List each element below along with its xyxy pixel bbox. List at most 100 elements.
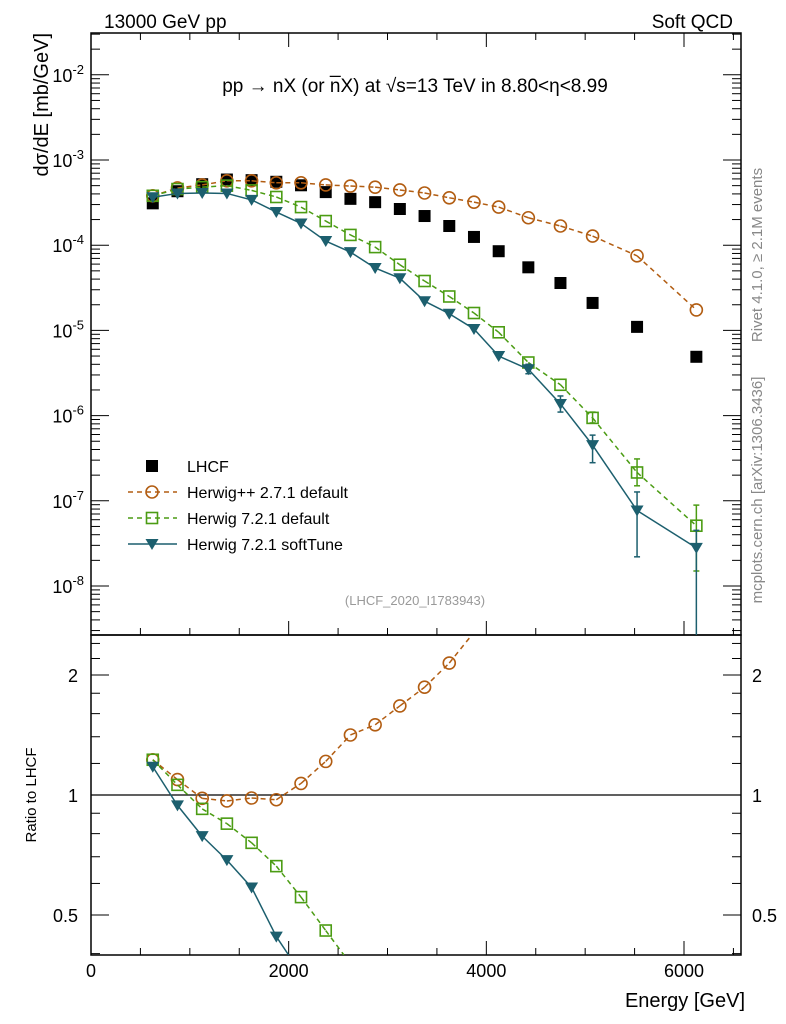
ratio-y-tick-label-right: 1 — [752, 786, 762, 806]
rivet-info: Rivet 4.1.0, ≥ 2.1M events — [749, 168, 766, 342]
data-point — [521, 364, 535, 376]
x-tick-label: 2000 — [269, 961, 309, 981]
ratio-line — [448, 635, 473, 664]
ratio-line — [275, 936, 290, 955]
data-point — [393, 273, 407, 285]
data-point — [467, 230, 480, 243]
ratio-series-herwig-2-7-1-default — [145, 635, 473, 808]
data-point — [586, 411, 599, 425]
ratio-point — [368, 718, 382, 732]
ratio-y-axis-label: Ratio to LHCF — [23, 747, 40, 842]
data-point — [393, 183, 407, 197]
series-line — [350, 234, 376, 248]
ratio-y-tick-label: 0.5 — [53, 906, 78, 926]
series-herwig-7-2-1-softtune — [146, 187, 703, 635]
ratio-point — [220, 817, 234, 830]
series-line — [527, 368, 562, 405]
series-line — [202, 184, 227, 188]
series-line — [424, 192, 450, 199]
data-point — [586, 440, 600, 452]
ratio-point — [244, 791, 259, 805]
series-line — [636, 255, 697, 311]
data-point — [369, 196, 382, 209]
data-point — [368, 180, 382, 194]
ratio-series-herwig-7-2-1-softtune — [146, 761, 290, 955]
data-point — [344, 192, 357, 205]
data-point — [553, 398, 567, 410]
ratio-line — [325, 930, 345, 955]
data-point — [245, 174, 258, 187]
series-line — [350, 185, 376, 188]
ratio-line — [275, 865, 302, 898]
ratio-point — [294, 776, 308, 791]
data-point — [554, 378, 567, 392]
y-tick-label: 10-3 — [52, 147, 84, 171]
series-line — [559, 403, 594, 446]
legend-label: Herwig++ 2.7.1 default — [187, 485, 349, 502]
chart-title: pp → nX (or n̅X) at √s=13 TeV in 8.80<η<… — [222, 76, 608, 97]
ratio-line — [251, 797, 277, 801]
y-tick-label: 10-4 — [52, 232, 84, 256]
ratio-point — [245, 882, 259, 894]
ratio-point — [220, 794, 234, 808]
data-point — [343, 179, 358, 193]
series-line — [449, 197, 475, 203]
data-point — [344, 228, 357, 242]
data-point — [146, 192, 160, 204]
series-line — [527, 361, 561, 386]
ratio-point — [343, 728, 358, 742]
ratio-line — [300, 760, 327, 784]
data-point — [521, 210, 536, 225]
ratio-line — [251, 842, 277, 867]
header-right: Soft QCD — [652, 12, 733, 33]
ratio-line — [424, 662, 450, 688]
ratio-point — [195, 831, 209, 843]
series-line — [300, 182, 326, 186]
series-line — [325, 220, 351, 236]
data-point — [467, 306, 481, 320]
legend-item: Herwig 7.2.1 default — [128, 511, 330, 528]
series-line — [636, 509, 697, 549]
series-line — [251, 180, 277, 184]
ratio-point — [294, 890, 308, 904]
data-point — [294, 176, 308, 190]
data-point — [294, 218, 308, 230]
ratio-point — [417, 680, 432, 695]
data-point — [492, 325, 505, 339]
data-point — [522, 261, 535, 274]
ratio-line — [250, 887, 277, 937]
legend-item: Herwig++ 2.7.1 default — [128, 485, 349, 502]
series-line — [276, 196, 302, 208]
ratio-line — [300, 896, 327, 931]
series-line — [152, 192, 178, 199]
series-line — [226, 184, 252, 192]
ratio-point — [170, 800, 184, 812]
data-point — [269, 207, 283, 219]
series-line — [375, 186, 400, 191]
ratio-line — [226, 797, 252, 802]
series-line — [424, 280, 450, 298]
legend-item: Herwig 7.2.1 softTune — [128, 537, 343, 554]
ratio-y-tick-label-right: 0.5 — [752, 906, 777, 926]
data-point — [269, 176, 284, 190]
legend-label: Herwig 7.2.1 default — [187, 511, 330, 528]
ratio-point — [195, 802, 209, 816]
series-lhcf — [146, 173, 703, 363]
ratio-line — [374, 705, 401, 726]
ratio-line — [152, 766, 179, 806]
series-line — [399, 189, 425, 194]
ratio-y-tick-label-right: 2 — [752, 666, 762, 686]
y-tick-label: 10-7 — [52, 488, 84, 512]
series-line — [560, 225, 593, 237]
data-point — [492, 245, 505, 258]
ratio-point — [220, 855, 234, 867]
ratio-line — [201, 808, 228, 825]
data-point — [318, 178, 333, 192]
legend-marker — [145, 539, 159, 550]
legend-marker — [145, 485, 159, 499]
mcplots-info: mcplots.cern.ch [arXiv:1306.3436] — [749, 377, 766, 604]
data-point — [170, 188, 184, 200]
series-line — [498, 355, 529, 370]
ratio-line — [399, 686, 426, 707]
